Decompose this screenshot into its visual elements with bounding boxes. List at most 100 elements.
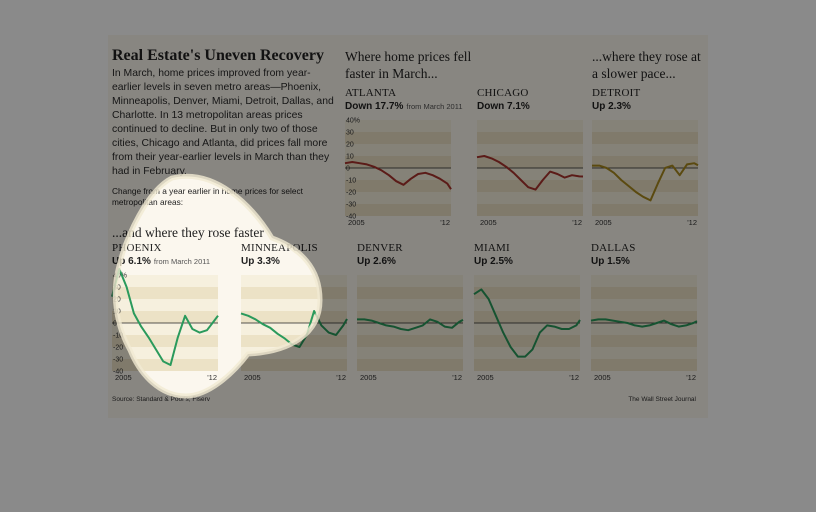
plot-band bbox=[474, 275, 580, 287]
plot-band bbox=[241, 287, 347, 299]
plot-band bbox=[592, 156, 698, 168]
panel-change-note: from March 2011 bbox=[153, 257, 211, 266]
y-tick-label: -10 bbox=[113, 333, 123, 340]
y-tick-label: -30 bbox=[113, 357, 123, 364]
x-tick-label: 2005 bbox=[595, 218, 612, 227]
panel-city-label: MINNEAPOLIS bbox=[241, 242, 318, 254]
page-title: Real Estate's Uneven Recovery bbox=[112, 47, 324, 64]
plot-band bbox=[592, 144, 698, 156]
panel-change: Up 3.3% bbox=[241, 256, 280, 267]
plot-band bbox=[477, 156, 583, 168]
plot-band bbox=[477, 120, 583, 132]
plot-band bbox=[345, 120, 451, 132]
plot-band bbox=[592, 204, 698, 216]
plot-band bbox=[112, 347, 218, 359]
line-chart-denver: 2005 '12 bbox=[357, 275, 464, 382]
plot-band bbox=[474, 335, 580, 347]
line-chart-miami: 2005 '12 bbox=[473, 275, 581, 382]
x-tick-label: '12 bbox=[687, 218, 697, 227]
plot-band bbox=[474, 311, 580, 323]
y-tick-label: 30 bbox=[346, 130, 354, 137]
plot-band bbox=[591, 335, 697, 347]
plot-band bbox=[592, 120, 698, 132]
plot-band bbox=[112, 323, 218, 335]
plot-band bbox=[345, 144, 451, 156]
panel-city-label: DETROIT bbox=[592, 87, 641, 99]
plot-band bbox=[591, 311, 697, 323]
x-tick-label: '12 bbox=[452, 373, 462, 382]
panel-change: Up 2.6% bbox=[357, 256, 396, 267]
plot-band bbox=[591, 347, 697, 359]
panel-change: Up 6.1% from March 2011 bbox=[112, 256, 210, 267]
x-tick-label: 2005 bbox=[115, 373, 132, 382]
plot-band bbox=[357, 335, 463, 347]
x-tick-label: '12 bbox=[569, 373, 579, 382]
panel-change: Up 2.3% bbox=[592, 101, 631, 112]
infographic: Real Estate's Uneven Recovery In March, … bbox=[108, 35, 708, 418]
x-tick-label: 2005 bbox=[360, 373, 377, 382]
panel-change-label: Down 17.7% bbox=[345, 101, 404, 112]
intro-text: In March, home prices improved from year… bbox=[112, 68, 334, 177]
credit: The Wall Street Journal bbox=[628, 396, 696, 403]
panel-city-label: DENVER bbox=[357, 242, 403, 254]
panel-city-label: MIAMI bbox=[474, 242, 510, 254]
x-tick-label: 2005 bbox=[480, 218, 497, 227]
plot-band bbox=[112, 299, 218, 311]
y-tick-label: -30 bbox=[346, 202, 356, 209]
y-tick-label: 10 bbox=[346, 154, 354, 161]
line-chart-detroit: 2005 '12 bbox=[592, 120, 699, 227]
y-tick-label: 20 bbox=[346, 142, 354, 149]
panel-change: Up 2.5% bbox=[474, 256, 513, 267]
x-tick-label: '12 bbox=[440, 218, 450, 227]
plot-band bbox=[357, 347, 463, 359]
panel-change-note: from March 2011 bbox=[406, 102, 463, 111]
line-chart-dallas: 2005 '12 bbox=[590, 275, 698, 382]
plot-band bbox=[474, 359, 580, 371]
line-chart-chicago: 2005 '12 bbox=[476, 120, 584, 227]
source-note: Source: Standard & Poor's; Fiserv bbox=[112, 396, 211, 403]
x-tick-label: '12 bbox=[686, 373, 696, 382]
panel-change-label: Up 2.6% bbox=[357, 256, 396, 267]
plot-band bbox=[477, 132, 583, 144]
plot-band bbox=[477, 180, 583, 192]
group-heading-fell-faster: Where home prices fell faster in March..… bbox=[345, 49, 472, 81]
plot-band bbox=[477, 144, 583, 156]
x-tick-label: '12 bbox=[336, 373, 346, 382]
panel-change: Down 7.1% bbox=[477, 101, 530, 112]
plot-band bbox=[477, 168, 583, 180]
group-heading-rose-slower: ...where they rose at a slower pace... bbox=[592, 49, 701, 81]
panel-change-label: Up 2.3% bbox=[592, 101, 631, 112]
y-tick-label: 40% bbox=[113, 273, 127, 280]
plot-band bbox=[592, 132, 698, 144]
plot-band bbox=[474, 347, 580, 359]
y-tick-label: 40% bbox=[346, 118, 360, 125]
y-tick-label: -10 bbox=[346, 178, 356, 185]
panel-change-label: Up 6.1% bbox=[112, 256, 151, 267]
plot-band bbox=[357, 311, 463, 323]
line-chart-minneapolis: 2005 '12 bbox=[240, 275, 348, 382]
panel-change: Up 1.5% bbox=[591, 256, 630, 267]
panel-city-label: CHICAGO bbox=[477, 87, 529, 99]
series-line-miami bbox=[473, 288, 581, 358]
plot-band bbox=[345, 192, 451, 204]
plot-band bbox=[357, 275, 463, 287]
plot-band bbox=[357, 359, 463, 371]
plot-band bbox=[345, 156, 451, 168]
y-tick-label: 10 bbox=[113, 309, 121, 316]
y-tick-label: -40 bbox=[346, 214, 356, 221]
plot-band bbox=[591, 287, 697, 299]
plot-band bbox=[241, 359, 347, 371]
plot-band bbox=[591, 323, 697, 335]
series-line-chicago bbox=[476, 155, 584, 191]
plot-band bbox=[474, 287, 580, 299]
plot-band bbox=[474, 299, 580, 311]
plot-band bbox=[241, 299, 347, 311]
plot-band bbox=[241, 347, 347, 359]
series-line-denver bbox=[357, 318, 464, 332]
series-line-dallas bbox=[590, 318, 698, 328]
plot-band bbox=[345, 168, 451, 180]
x-tick-label: 2005 bbox=[244, 373, 261, 382]
y-tick-label: 20 bbox=[113, 297, 121, 304]
